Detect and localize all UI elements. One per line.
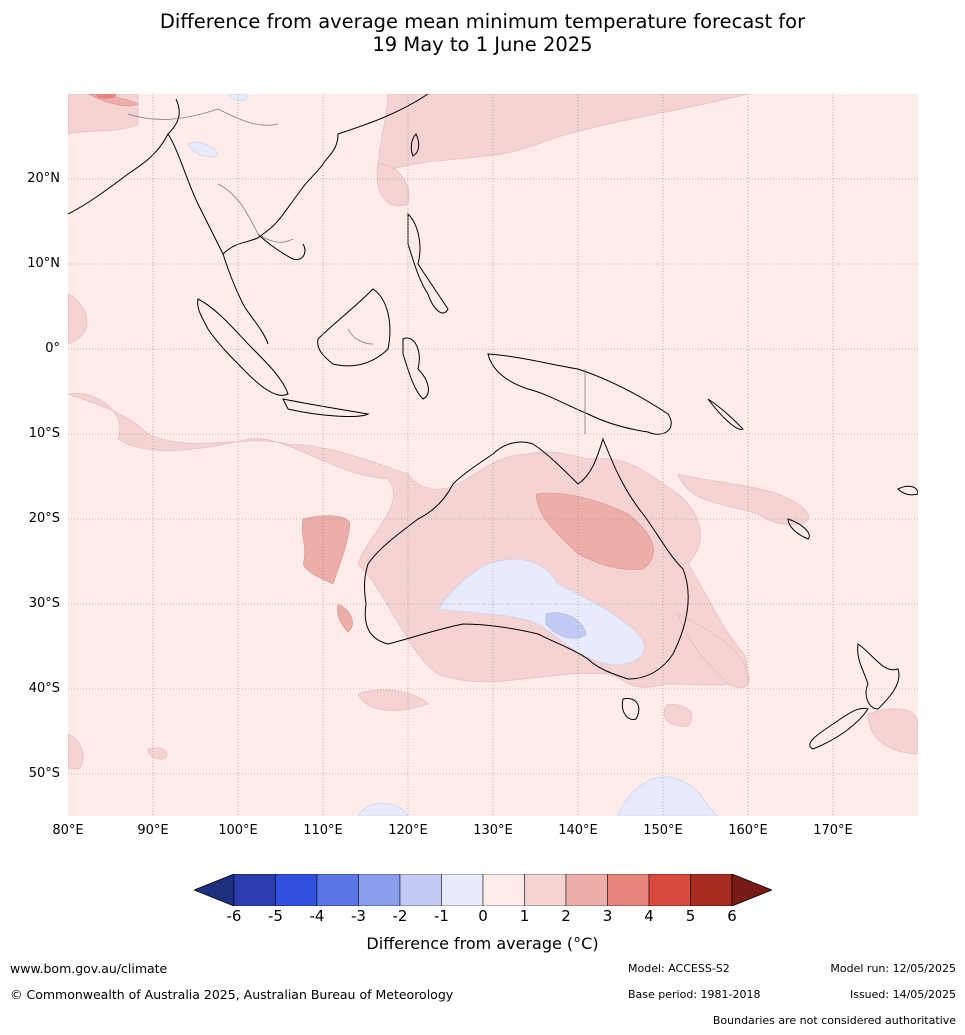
country-borders [127, 108, 586, 434]
lat-label-50s: 50°S [28, 766, 60, 781]
gridlines [68, 94, 918, 816]
colorbar-tick-label: -3 [351, 907, 366, 925]
map-title: Difference from average mean minimum tem… [0, 10, 965, 56]
colorbar-segment [275, 873, 318, 907]
disclaimer-text: Boundaries are not considered authoritat… [712, 1014, 956, 1027]
website-link[interactable]: www.bom.gov.au/climate [10, 961, 168, 976]
colorbar-svg [192, 873, 774, 907]
colorbar-tick-label: -4 [309, 907, 325, 925]
map-svg [68, 94, 918, 816]
colorbar-segment [358, 873, 401, 907]
colorbar-tick-label: 1 [519, 907, 530, 925]
copyright-text: © Commonwealth of Australia 2025, Austra… [10, 987, 454, 1002]
lon-label-160e: 160°E [728, 823, 768, 838]
colorbar-segment [316, 873, 359, 907]
colorbar-segment [607, 873, 650, 907]
colorbar-tick-label: 0 [478, 907, 488, 925]
base-period-text: Base period: 1981-2018 [628, 988, 761, 1001]
lat-label-10n: 10°N [27, 256, 60, 271]
colorbar-segment [648, 873, 691, 907]
lon-label-110e: 110°E [303, 823, 343, 838]
lat-label-40s: 40°S [28, 681, 60, 696]
lon-label-140e: 140°E [558, 823, 598, 838]
title-line-2: 19 May to 1 June 2025 [372, 33, 593, 56]
colorbar-segment [524, 873, 567, 907]
colorbar-segment [482, 873, 525, 907]
colorbar-segment [399, 873, 442, 907]
lon-label-80e: 80°E [52, 823, 84, 838]
lon-label-90e: 90°E [137, 823, 169, 838]
colorbar-extend-low [192, 873, 235, 907]
lat-label-30s: 30°S [28, 596, 60, 611]
colorbar-tick-label: 2 [561, 907, 571, 925]
issued-text: Issued: 14/05/2025 [849, 988, 956, 1001]
colorbar-tick-label: 3 [602, 907, 613, 925]
lon-label-100e: 100°E [218, 823, 258, 838]
lat-label-10s: 10°S [28, 426, 60, 441]
title-line-1: Difference from average mean minimum tem… [159, 10, 806, 33]
model-run-text: Model run: 12/05/2025 [830, 962, 956, 975]
lon-label-120e: 120°E [388, 823, 428, 838]
coastlines [68, 94, 918, 750]
colorbar-segment [441, 873, 484, 907]
lat-label-20s: 20°S [28, 511, 60, 526]
colorbar-segment [565, 873, 608, 907]
lon-label-170e: 170°E [813, 823, 853, 838]
colorbar-tick-label: -1 [434, 907, 449, 925]
lat-label-0: 0° [45, 341, 60, 356]
colorbar-tick-label: 5 [685, 907, 696, 925]
colorbar-tick-label: -6 [226, 907, 242, 925]
colorbar-segment [233, 873, 276, 907]
colorbar [192, 873, 774, 907]
lon-label-150e: 150°E [643, 823, 683, 838]
anomaly-3-4-region [96, 94, 117, 99]
lon-label-130e: 130°E [473, 823, 513, 838]
colorbar-extend-high [731, 873, 774, 907]
colorbar-tick-label: 6 [727, 907, 737, 925]
colorbar-tick-label: 4 [644, 907, 654, 925]
anomaly-neg1-0-regions [187, 94, 719, 816]
colorbar-tick-label: -2 [392, 907, 408, 925]
forecast-map [68, 94, 918, 816]
anomaly-neg2-neg1-region [545, 612, 587, 639]
anomaly-2-3-regions [87, 94, 654, 633]
colorbar-segment [690, 873, 733, 907]
lat-label-20n: 20°N [27, 171, 60, 186]
colorbar-tick-label: -5 [268, 907, 283, 925]
model-text: Model: ACCESS-S2 [628, 962, 730, 975]
colorbar-label: Difference from average (°C) [366, 934, 599, 953]
